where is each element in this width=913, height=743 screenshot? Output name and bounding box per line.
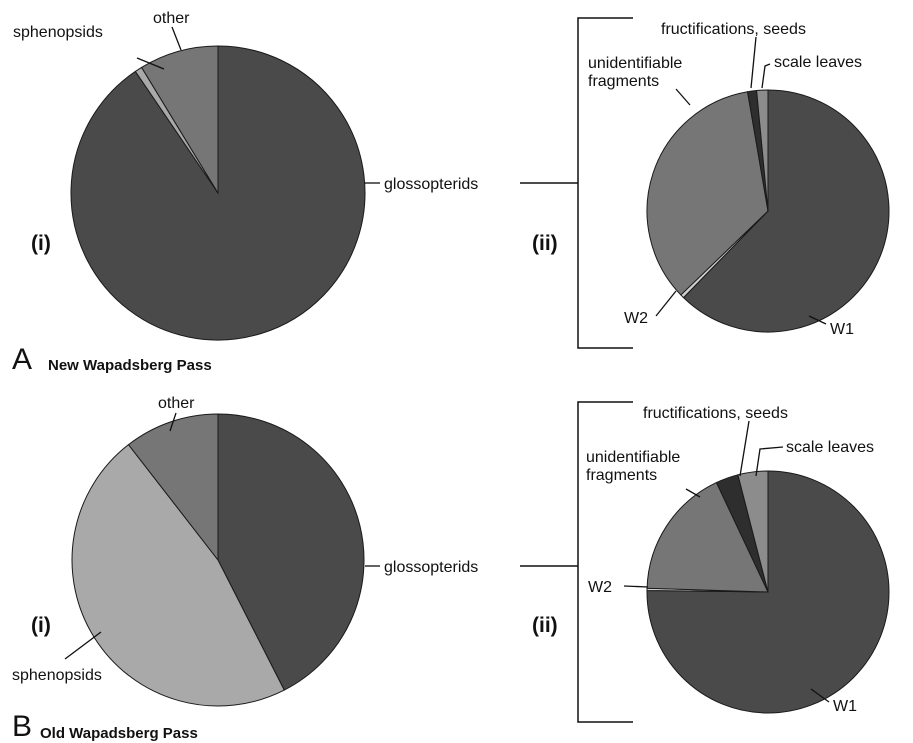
leader-a-other: [171, 26, 182, 51]
label-b-subpanel-ii: (ii): [532, 614, 558, 637]
pie-new-wapadsberg-glossopterid-breakdown: [646, 89, 890, 333]
leader-b-other: [169, 412, 177, 432]
label-b-fructifications: fructifications, seeds: [643, 405, 788, 422]
label-b-scale-leaves: scale leaves: [786, 439, 874, 456]
panel-b-letter: B: [12, 710, 32, 743]
leader-a-fructifications: [750, 36, 757, 89]
label-a-w2: W2: [624, 310, 648, 327]
label-b-sphenopsids: sphenopsids: [12, 667, 102, 684]
leader-a-w1: [808, 315, 827, 325]
label-b-w2: W2: [588, 579, 612, 596]
label-b-unident-line2: fragments: [586, 467, 657, 484]
bracket-a: [520, 17, 633, 349]
label-b-subpanel-i: (i): [31, 614, 51, 637]
label-b-other: other: [158, 395, 195, 412]
leader-b-unident: [685, 488, 701, 498]
panel-a-annotations: sphenopsids other glossopterids (i) (ii)…: [12, 10, 862, 376]
leader-a-scale: [761, 63, 771, 89]
pie-old-wapadsberg-glossopterid-breakdown: [646, 470, 890, 714]
pie-slice-unidentifiable-fragments: [646, 481, 769, 593]
pie-slice-unidentifiable-fragments: [646, 91, 769, 296]
label-b-w1: W1: [833, 698, 857, 715]
pie-slice-other: [140, 45, 219, 195]
pie-slice-other: [127, 413, 219, 562]
panel-a-letter: A: [12, 343, 32, 376]
leader-b-w1: [810, 688, 830, 703]
label-a-subpanel-i: (i): [31, 232, 51, 255]
leader-b-w2: [623, 585, 649, 588]
label-a-other: other: [153, 10, 190, 27]
label-b-unident-line1: unidentifiable: [586, 449, 680, 466]
label-a-fructifications: fructifications, seeds: [661, 21, 806, 38]
label-a-sphenopsids: sphenopsids: [13, 24, 103, 41]
panel-a-title: New Wapadsberg Pass: [48, 357, 212, 374]
label-a-w1: W1: [830, 321, 854, 338]
pie-slice-glossopterids: [217, 413, 365, 691]
pie-new-wapadsberg-composition: [70, 45, 366, 341]
label-a-unident-line2: fragments: [588, 73, 659, 90]
pie-slice-sphenopsids: [71, 443, 285, 707]
label-a-unident-line1: unidentifiable: [588, 55, 682, 72]
pie-slice-scale-leaves: [756, 89, 769, 212]
leader-a-sphenopsids: [136, 57, 165, 70]
panel-b-title: Old Wapadsberg Pass: [40, 725, 198, 742]
leader-b-scale: [755, 446, 784, 477]
leader-b-sphenopsids: [64, 631, 102, 660]
pie-old-wapadsberg-composition: [71, 413, 365, 707]
panel-b-annotations: other glossopterids sphenopsids (i) (ii)…: [12, 395, 874, 743]
pie-slice-scale-leaves: [737, 470, 769, 593]
label-b-glossopterids: glossopterids: [384, 559, 478, 576]
bracket-b: [520, 401, 633, 723]
leader-b-fructifications: [739, 420, 750, 477]
pie-slice-w1: [682, 89, 890, 333]
leader-a-unident: [675, 88, 691, 106]
label-a-subpanel-ii: (ii): [532, 232, 558, 255]
leader-a-w2: [655, 290, 677, 317]
label-a-scale-leaves: scale leaves: [774, 54, 862, 71]
label-a-glossopterids: glossopterids: [384, 176, 478, 193]
